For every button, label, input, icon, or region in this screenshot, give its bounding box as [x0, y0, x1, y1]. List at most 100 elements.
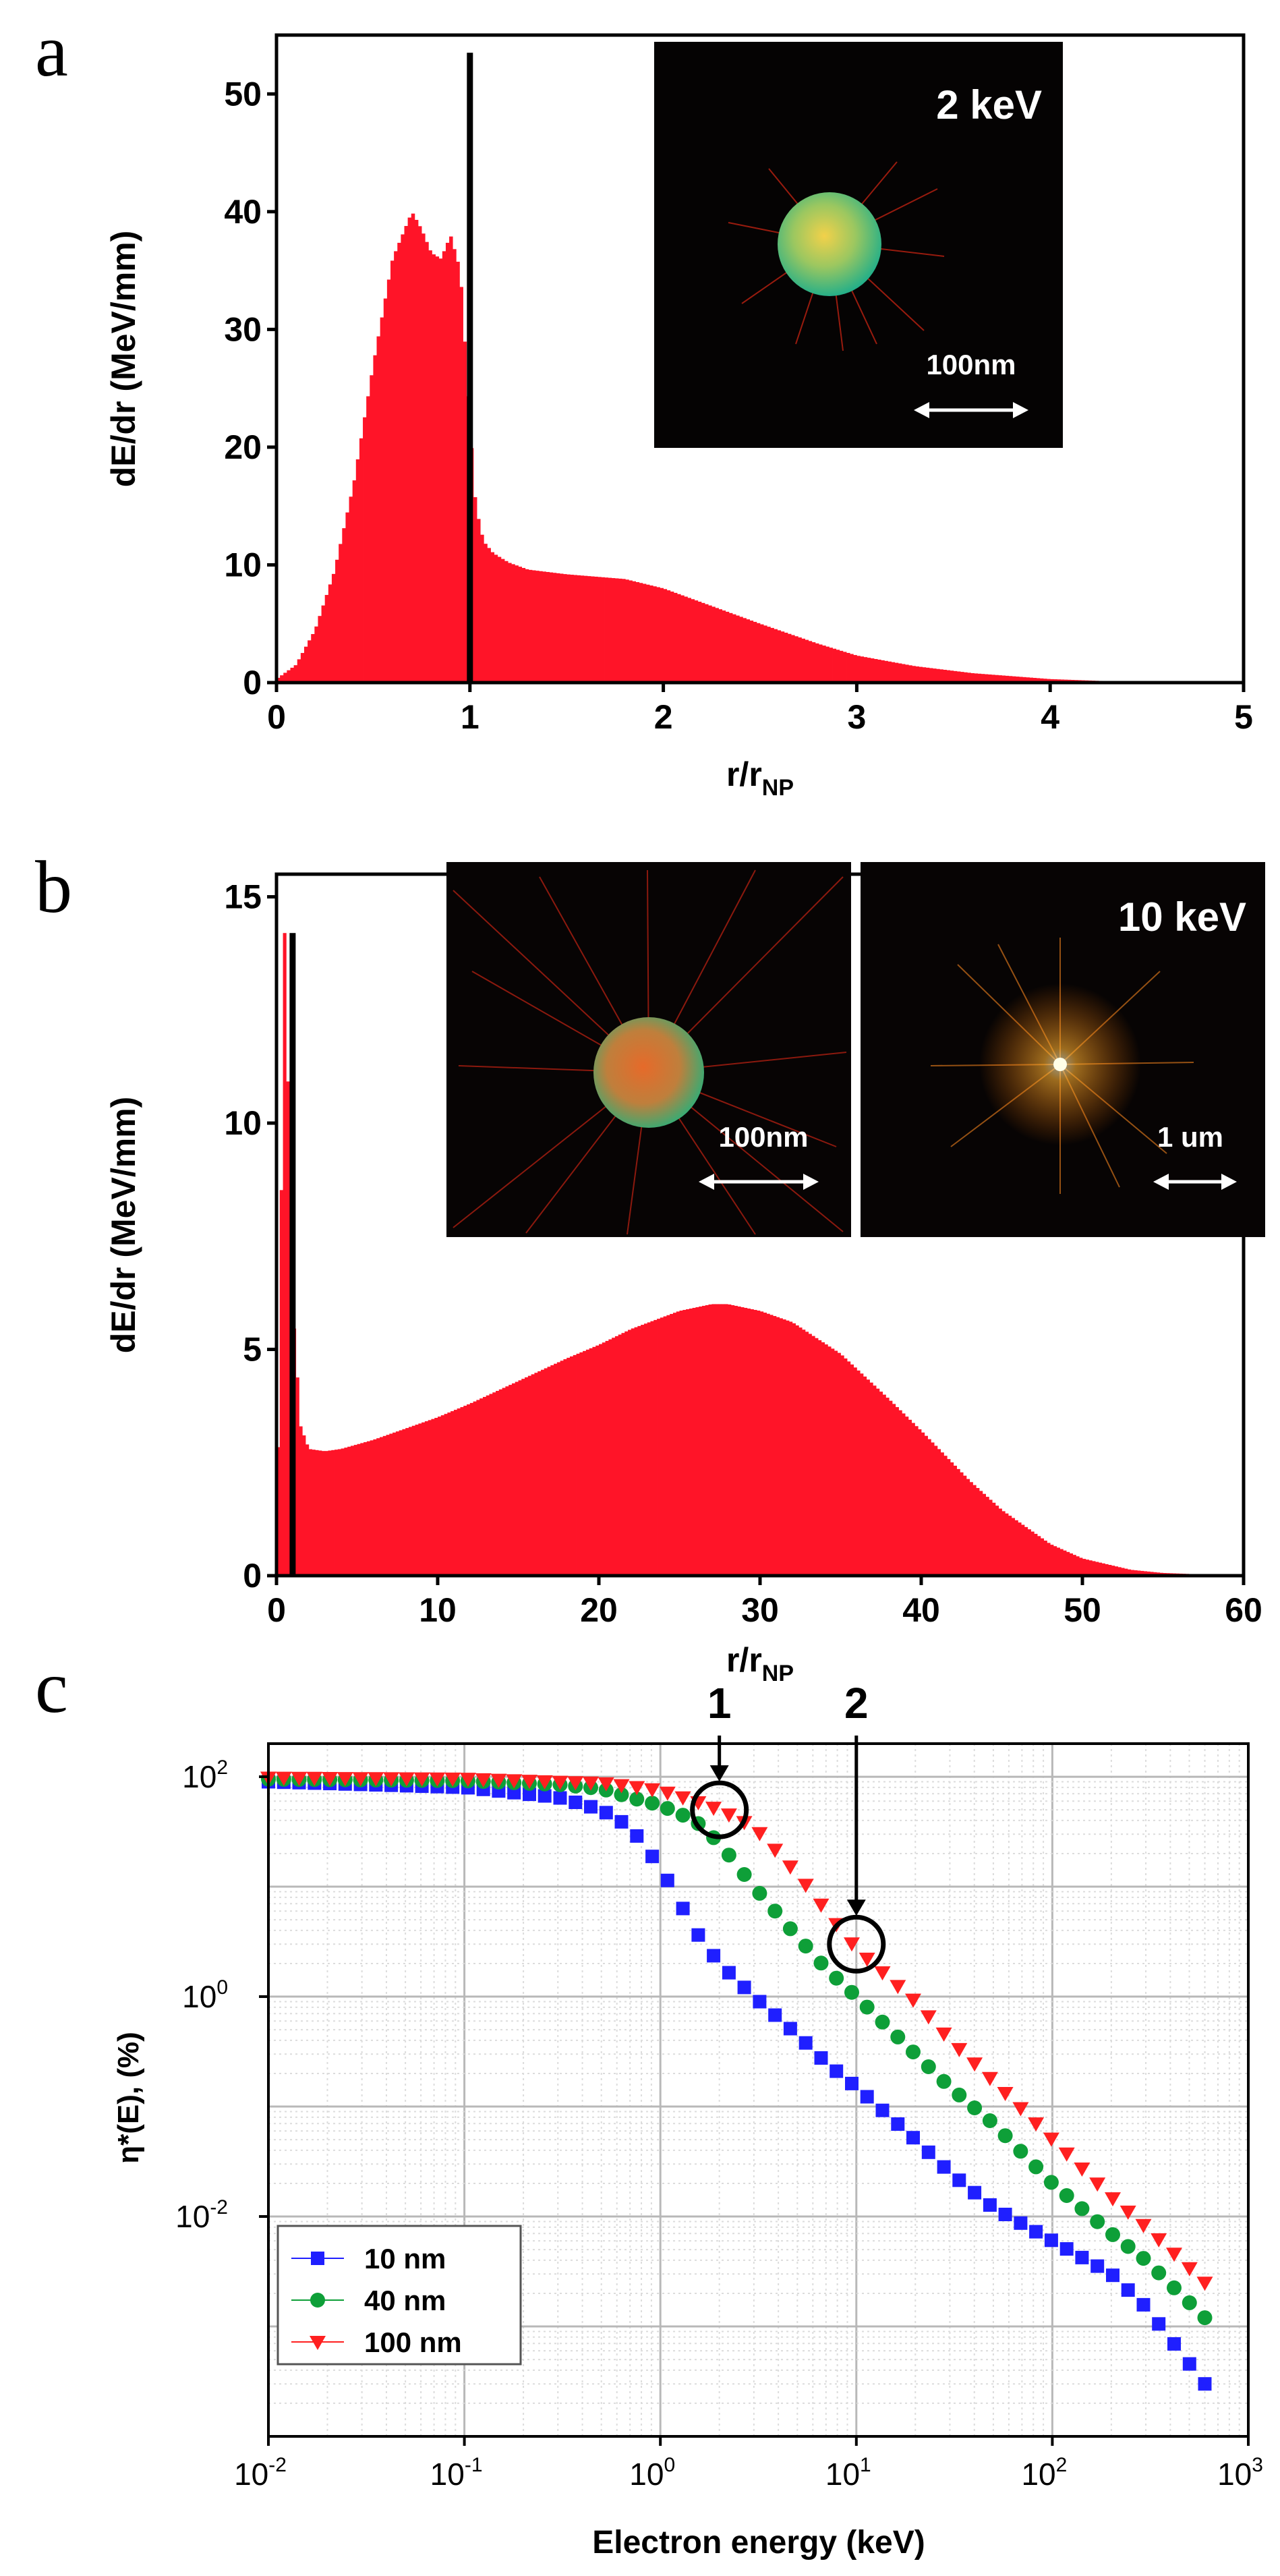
histogram-bar	[795, 1325, 799, 1576]
histogram-bar	[531, 570, 536, 683]
histogram-bar	[1001, 675, 1006, 683]
histogram-bar	[984, 674, 989, 683]
histogram-bar	[637, 1325, 641, 1576]
histogram-bar	[699, 1306, 703, 1576]
y-tick-label: 10	[224, 1104, 262, 1142]
histogram-bar	[549, 572, 554, 683]
x-tick-label: 0	[267, 1591, 286, 1629]
x-tick-label: 101	[825, 2454, 871, 2492]
histogram-bar	[373, 355, 377, 683]
data-point	[829, 1970, 844, 1986]
data-point	[523, 1787, 536, 1802]
histogram-bar	[839, 650, 844, 683]
histogram-bar	[1019, 677, 1023, 683]
panel-b-ticks: 0 10 20 30 40 50 60 0 5 10 15	[224, 878, 1262, 1629]
histogram-bar	[811, 642, 816, 683]
histogram-bar	[711, 606, 716, 683]
histogram-bar	[1124, 1568, 1128, 1576]
data-point	[660, 1873, 674, 1887]
histogram-bar	[486, 1395, 490, 1576]
histogram-bar	[518, 567, 523, 683]
histogram-bar	[418, 1423, 422, 1576]
histogram-bar	[881, 660, 885, 683]
data-point	[813, 1898, 830, 1913]
legend-label: 10 nm	[364, 2243, 446, 2274]
panel-a-inset-scale-label: 100nm	[926, 349, 1016, 380]
histogram-bar	[318, 616, 322, 683]
panel-a-inset-energy-label: 2 keV	[936, 82, 1042, 127]
x-tick-label: 50	[1064, 1591, 1101, 1629]
data-point	[705, 1802, 722, 1816]
panel-b-right-scale-bar	[1153, 1174, 1237, 1190]
histogram-bar	[505, 1386, 509, 1576]
histogram-bar	[670, 1313, 674, 1576]
histogram-bar	[673, 592, 678, 683]
histogram-bar	[922, 667, 927, 683]
histogram-bar	[953, 1465, 957, 1576]
x-tick-label: 103	[1217, 2454, 1263, 2492]
histogram-bar	[308, 1449, 312, 1576]
histogram-bar	[943, 669, 947, 683]
data-point	[1135, 2219, 1152, 2233]
histogram-bar	[943, 1456, 948, 1576]
histogram-bar	[531, 1374, 535, 1576]
data-point	[1012, 2102, 1029, 2117]
histogram-bar	[972, 1485, 977, 1576]
histogram-bar	[739, 617, 743, 683]
legend-marker	[311, 2252, 324, 2265]
legend-label: 40 nm	[364, 2285, 446, 2316]
histogram-bar	[521, 568, 526, 683]
histogram-bar	[856, 1370, 861, 1576]
histogram-bar	[480, 534, 484, 683]
histogram-bar	[598, 577, 602, 683]
annotation-arrowhead	[846, 1899, 866, 1916]
histogram-bar	[440, 1415, 444, 1576]
data-point	[859, 1952, 875, 1967]
data-point	[676, 1901, 690, 1916]
histogram-bar	[692, 1307, 696, 1576]
histogram-bar	[625, 579, 629, 683]
data-point	[614, 1814, 629, 1829]
histogram-bar	[482, 1396, 487, 1576]
data-point	[1074, 2163, 1090, 2177]
histogram-bar	[680, 595, 685, 683]
histogram-bar	[463, 1406, 467, 1576]
histogram-bar	[679, 1310, 683, 1576]
data-point	[507, 1785, 521, 1800]
histogram-bar	[629, 580, 633, 683]
data-point	[1028, 2117, 1045, 2132]
histogram-bar	[956, 1468, 960, 1576]
histogram-bar	[605, 1340, 609, 1576]
histogram-bar	[563, 1359, 567, 1576]
histogram-bar	[328, 584, 332, 683]
data-point	[569, 1796, 583, 1809]
histogram-bar	[805, 639, 809, 683]
histogram-bar	[277, 677, 281, 683]
histogram-bar	[902, 1413, 906, 1576]
data-point	[1181, 2262, 1198, 2277]
histogram-bar	[934, 1446, 938, 1576]
histogram-bar	[687, 598, 691, 683]
x-tick-label: 100	[629, 2454, 675, 2492]
data-point	[720, 1808, 737, 1823]
data-point	[553, 1791, 567, 1805]
data-point	[613, 1779, 630, 1794]
histogram-bar	[970, 672, 974, 683]
histogram-bar	[1008, 1516, 1012, 1576]
data-point	[968, 2185, 982, 2200]
histogram-bar	[684, 596, 688, 683]
data-point	[875, 2103, 890, 2117]
histogram-bar	[473, 1401, 477, 1576]
histogram-bar	[408, 1427, 413, 1576]
histogram-bar	[1134, 1570, 1138, 1576]
data-point	[1182, 2295, 1197, 2310]
histogram-bar	[290, 667, 295, 683]
histogram-bar	[357, 1443, 361, 1576]
panel-c-y-axis-label: η*(E), (%)	[112, 2032, 145, 2164]
histogram-bar	[611, 578, 616, 683]
x-tick-label: 60	[1225, 1591, 1262, 1629]
data-point	[782, 1860, 798, 1875]
histogram-bar	[967, 672, 971, 683]
histogram-bar	[587, 576, 591, 683]
histogram-bar	[873, 1385, 877, 1576]
